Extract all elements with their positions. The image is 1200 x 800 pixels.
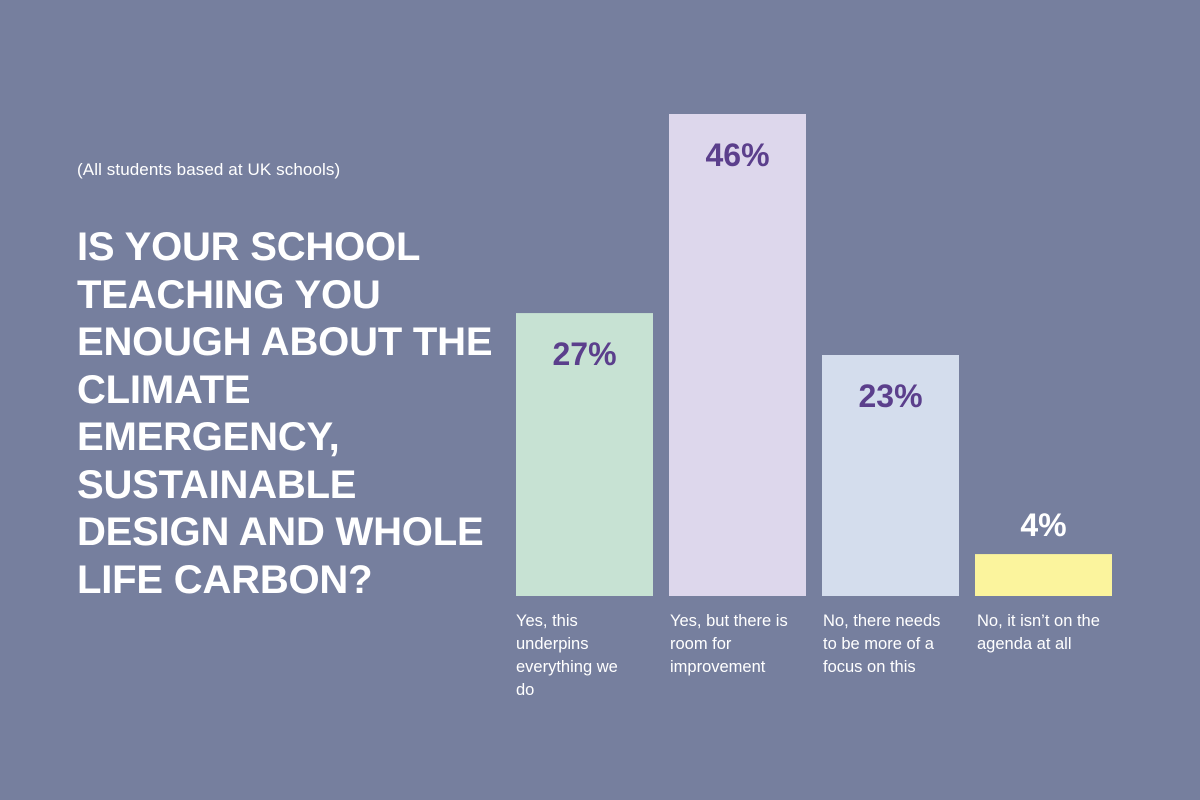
value-label-1: 27% bbox=[552, 336, 616, 372]
value-label-3: 23% bbox=[858, 378, 922, 414]
chart-title: IS YOUR SCHOOL TEACHING YOU ENOUGH ABOUT… bbox=[77, 225, 493, 602]
category-label-1: Yes, this underpins everything we do bbox=[516, 612, 618, 699]
category-label-2: Yes, but there is room for improvement bbox=[670, 612, 788, 676]
value-label-4: 4% bbox=[1020, 507, 1066, 543]
bar-4 bbox=[975, 554, 1112, 596]
chart-subtitle: (All students based at UK schools) bbox=[77, 160, 341, 179]
category-label-4: No, it isn’t on the agenda at all bbox=[977, 612, 1100, 653]
bar-1 bbox=[516, 313, 653, 596]
category-label-3: No, there needs to be more of a focus on… bbox=[823, 612, 941, 676]
bar-3 bbox=[822, 355, 959, 596]
value-label-2: 46% bbox=[705, 137, 769, 173]
bar-2 bbox=[669, 114, 806, 596]
